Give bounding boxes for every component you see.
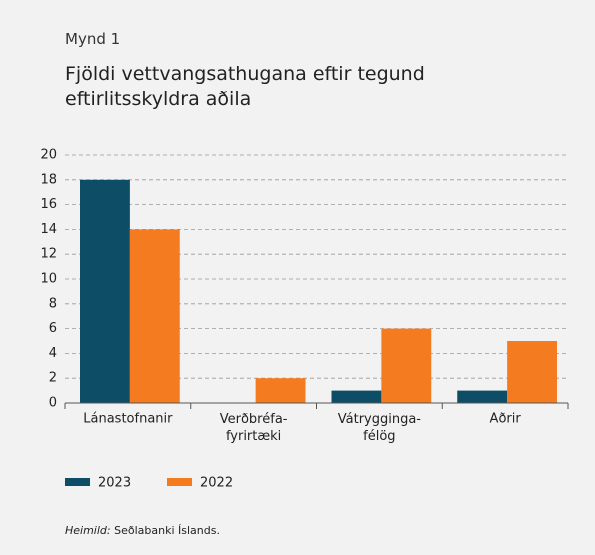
y-tick-label: 2 [49,371,57,386]
x-tick-label: Lánastofnanir [83,412,173,427]
bar [255,378,306,403]
legend-swatch [167,478,192,486]
y-tick-label: 4 [49,346,57,361]
bar [80,179,130,403]
y-tick-label: 8 [49,296,57,311]
y-tick-label: 0 [49,396,57,411]
legend-swatch [65,478,90,486]
source-text: Seðlabanki Íslands. [114,524,220,537]
bar [129,229,180,403]
chart-title: Fjöldi vettvangsathugana eftir tegund ef… [65,63,425,110]
y-tick-label: 14 [40,222,57,237]
chart-kicker: Mynd 1 [65,30,121,48]
x-tick-label: Vátrygginga-félög [338,412,422,444]
y-tick-label: 12 [40,247,57,262]
bar [457,390,508,403]
y-tick-label: 10 [40,272,57,287]
y-tick-label: 16 [40,197,57,212]
bar [507,341,557,403]
legend-label: 2023 [98,476,131,491]
bar [381,328,432,403]
bar [331,390,382,403]
y-tick-label: 18 [40,172,57,187]
x-tick-label: Verðbréfa-fyrirtæki [220,412,288,444]
y-tick-label: 6 [49,321,57,336]
legend-label: 2022 [200,476,233,491]
source-label: Heimild: [65,524,111,537]
x-tick-label: Aðrir [490,412,522,427]
y-tick-label: 20 [40,148,57,163]
source: Heimild: Seðlabanki Íslands. [65,524,220,537]
